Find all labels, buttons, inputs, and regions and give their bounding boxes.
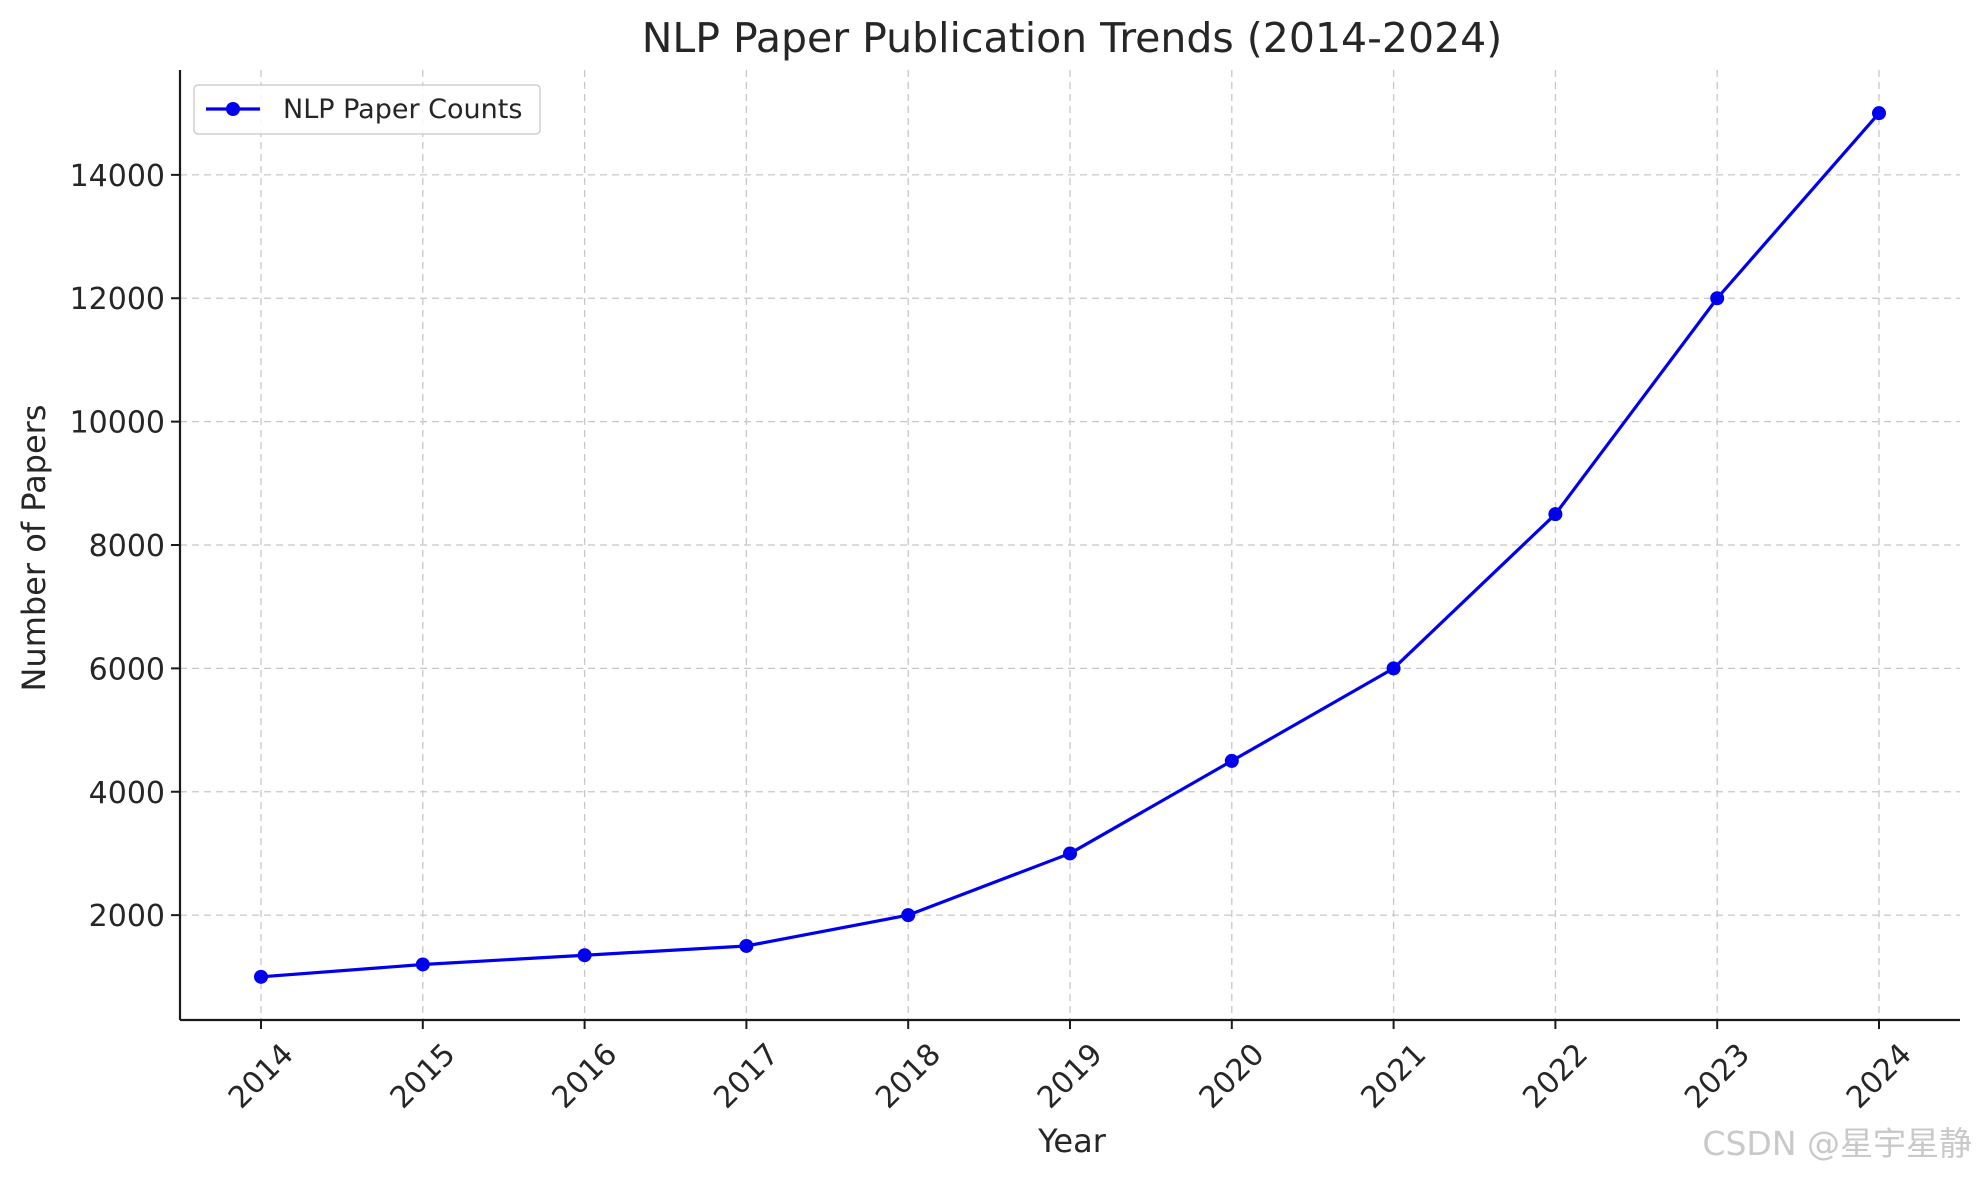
y-tick-label: 8000 [89,529,165,564]
data-point [739,938,754,953]
chart-title: NLP Paper Publication Trends (2014-2024) [642,14,1503,62]
data-point [1710,291,1725,306]
y-tick-label: 10000 [70,406,165,441]
data-point [1224,753,1239,768]
legend-marker [226,102,240,116]
data-point [1063,846,1077,861]
data-point [415,957,430,972]
y-tick-label: 4000 [89,776,165,811]
data-point [577,948,592,963]
legend-box [193,84,541,135]
y-axis-label: Number of Papers [15,404,53,691]
x-axis-label: Year [1037,1122,1107,1160]
data-point [1548,507,1563,522]
watermark: CSDN @星宇星静 [1702,1124,1972,1163]
legend-label: NLP Paper Counts [283,94,522,125]
y-tick-label: 6000 [89,652,165,687]
data-point [901,908,916,923]
y-tick-label: 12000 [70,282,165,317]
data-point [254,969,268,984]
y-tick-label: 2000 [89,899,165,934]
data-point [1872,106,1886,121]
data-point [1386,661,1401,676]
y-tick-label: 14000 [70,159,165,194]
